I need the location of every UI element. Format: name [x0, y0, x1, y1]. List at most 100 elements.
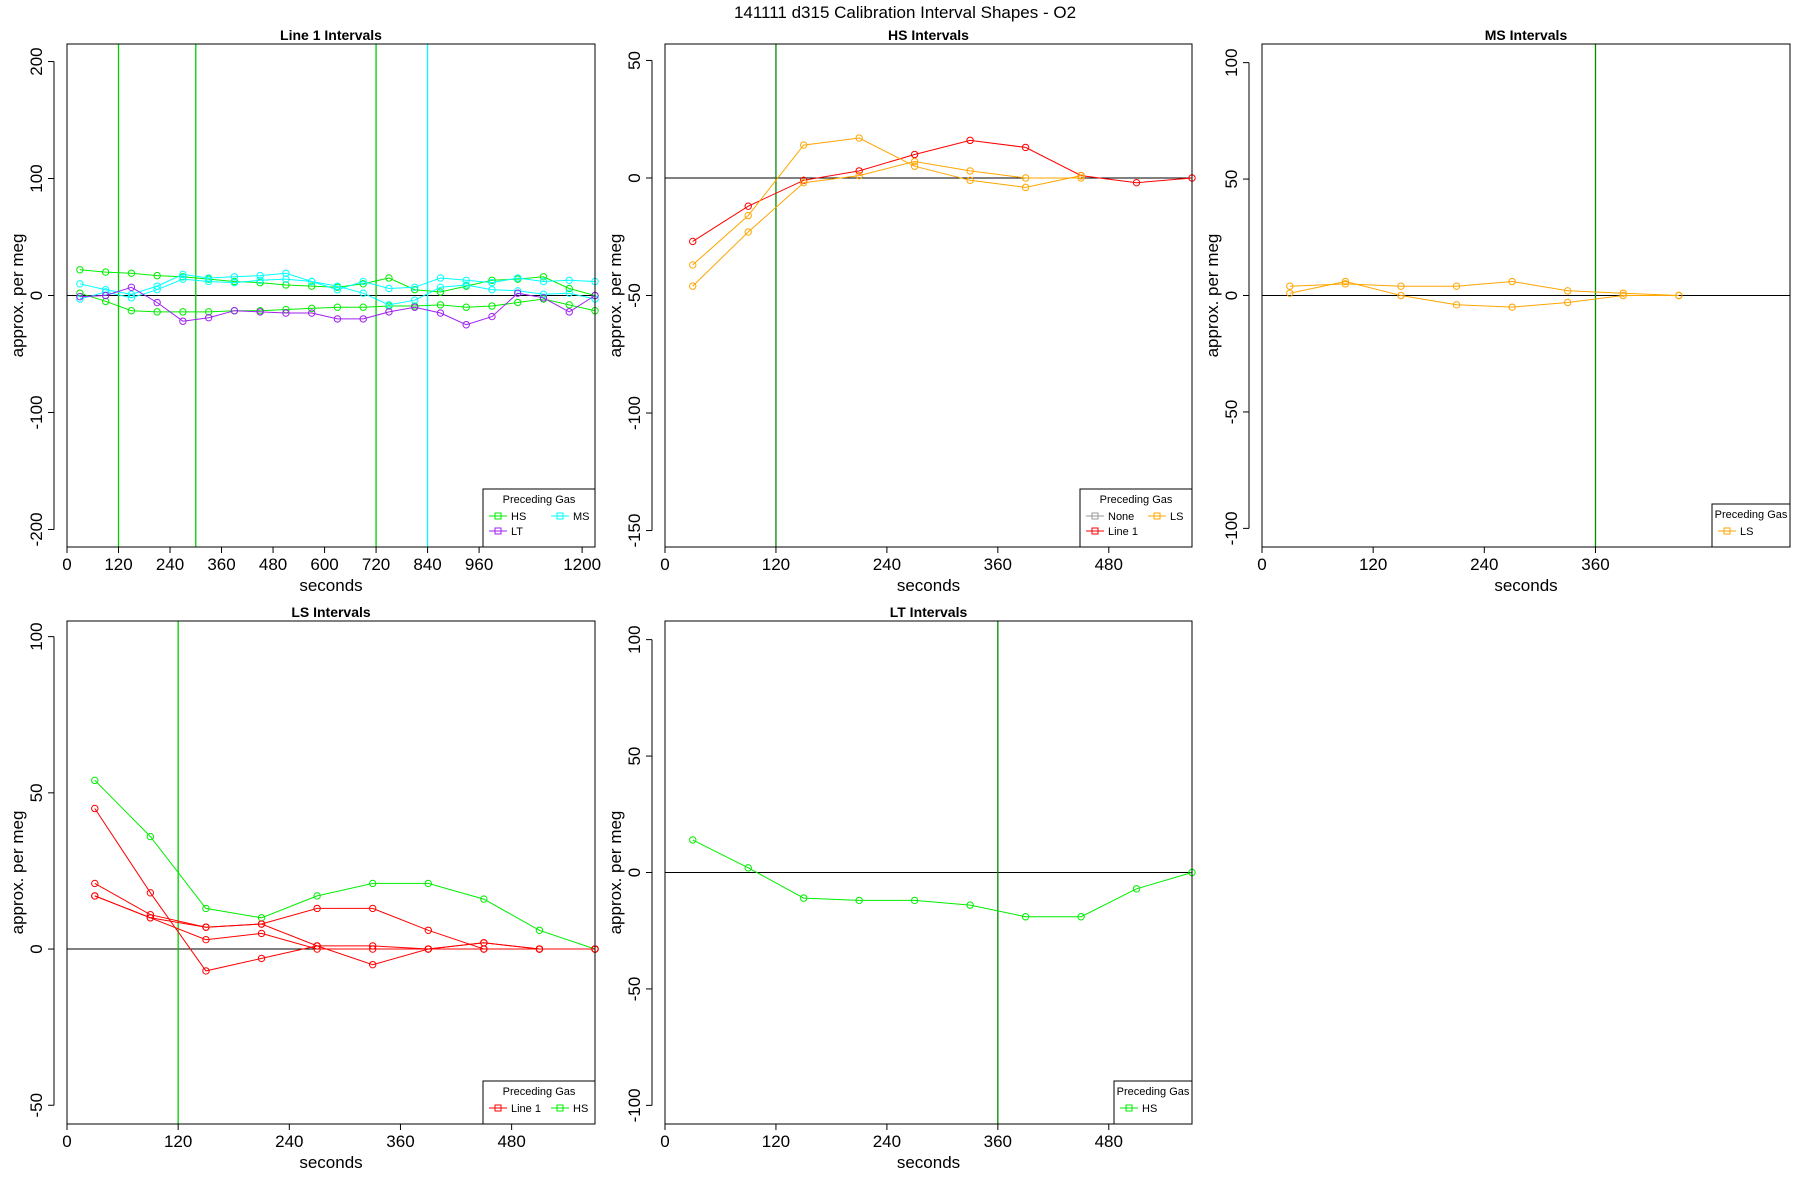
data-point	[966, 136, 974, 145]
data-point	[966, 901, 974, 909]
x-axis-label: seconds	[299, 1153, 362, 1172]
legend-swatch-marker	[494, 527, 502, 535]
data-point	[480, 895, 488, 903]
data-point	[333, 282, 342, 290]
series-ls	[689, 157, 1085, 290]
y-tick-label: 50	[625, 51, 644, 70]
data-point	[359, 280, 367, 288]
y-tick-label: -100	[27, 395, 46, 429]
data-point	[539, 294, 548, 302]
series-line-1	[91, 892, 599, 953]
data-point	[480, 945, 488, 953]
x-tick-label: 240	[275, 1132, 303, 1151]
data-point	[689, 282, 697, 290]
data-point	[514, 287, 522, 295]
data-point	[1021, 143, 1030, 152]
legend: Preceding Gas LS	[1711, 503, 1791, 548]
legend-box	[482, 488, 596, 548]
panel-title: Line 1 Intervals	[280, 27, 382, 43]
data-point	[359, 277, 367, 286]
legend-box	[1711, 503, 1791, 548]
legend-swatch-marker	[494, 1104, 502, 1112]
data-point	[257, 920, 266, 928]
data-point	[91, 776, 99, 785]
data-point	[488, 285, 496, 294]
data-point	[385, 284, 393, 293]
data-point	[1619, 289, 1627, 297]
data-point	[256, 308, 264, 316]
data-point	[313, 945, 321, 953]
legend-box	[1113, 1080, 1193, 1125]
data-point	[359, 289, 367, 297]
data-point	[307, 304, 316, 313]
x-tick-label: 360	[1581, 555, 1609, 574]
data-point	[855, 167, 863, 175]
legend-swatch-marker	[494, 512, 502, 520]
data-point	[282, 269, 290, 277]
data-point	[127, 283, 136, 292]
x-tick-label: 600	[310, 555, 338, 574]
data-point	[153, 285, 161, 294]
series-line	[94, 895, 595, 950]
panel-title: LS Intervals	[291, 604, 371, 620]
data-point	[307, 282, 316, 290]
legend-entry: LS	[1740, 526, 1753, 538]
data-point	[1508, 303, 1516, 311]
data-point	[689, 836, 697, 844]
data-point	[565, 301, 573, 309]
x-tick-label: 120	[164, 1132, 192, 1151]
data-point	[910, 150, 919, 159]
legend-title: Preceding Gas	[1715, 509, 1788, 521]
data-point	[146, 832, 155, 841]
x-tick-label: 120	[1359, 555, 1387, 574]
data-point	[101, 291, 110, 300]
data-point	[127, 269, 136, 277]
legend-entry: LT	[511, 526, 523, 538]
x-tick-label: 240	[873, 555, 901, 574]
legend-swatch-marker	[1091, 527, 1099, 535]
data-point	[256, 278, 264, 287]
legend: Preceding Gas HS LT MS	[482, 488, 596, 548]
data-point	[91, 892, 99, 900]
legend-entry: MS	[573, 511, 590, 523]
y-tick-label: 0	[27, 944, 46, 953]
series-ls	[689, 134, 1085, 269]
y-tick-label: 0	[625, 173, 644, 182]
panel-1: Line 1 Intervals 0 120 240 360 480 600 720 840 96…	[8, 27, 601, 595]
data-point	[424, 945, 432, 953]
data-point	[488, 312, 496, 321]
x-tick-label: 240	[873, 1132, 901, 1151]
data-point	[179, 270, 187, 279]
data-point	[202, 904, 210, 913]
data-point	[1132, 885, 1141, 893]
data-point	[1675, 291, 1683, 300]
series-line	[94, 779, 596, 950]
y-tick-label: 100	[1222, 48, 1241, 76]
data-point	[179, 317, 187, 325]
x-tick-label: 360	[386, 1132, 414, 1151]
data-point	[535, 945, 544, 953]
data-point	[411, 283, 419, 292]
x-axis-label: seconds	[897, 1153, 960, 1172]
data-point	[146, 889, 155, 897]
x-tick-label: 0	[62, 1132, 71, 1151]
data-point	[368, 904, 377, 913]
panel-title: HS Intervals	[888, 27, 969, 43]
y-tick-label: 50	[1222, 170, 1241, 189]
data-point	[101, 285, 110, 294]
x-tick-label: 960	[465, 555, 493, 574]
data-point	[1286, 289, 1294, 297]
data-point	[1397, 282, 1405, 290]
y-tick-label: 100	[27, 164, 46, 192]
data-point	[1563, 287, 1572, 295]
panel-3: MS Intervals 0 120 240 360 seconds -100 -50 0 50 1…	[1203, 27, 1791, 595]
panel-2: HS Intervals 0 120 240 360 480 seconds -150 -100…	[606, 27, 1196, 595]
data-point	[76, 280, 84, 288]
data-point	[230, 307, 239, 315]
data-point	[1077, 171, 1085, 180]
legend-title: Preceding Gas	[503, 494, 576, 506]
data-point	[744, 211, 752, 220]
data-point	[202, 967, 210, 975]
